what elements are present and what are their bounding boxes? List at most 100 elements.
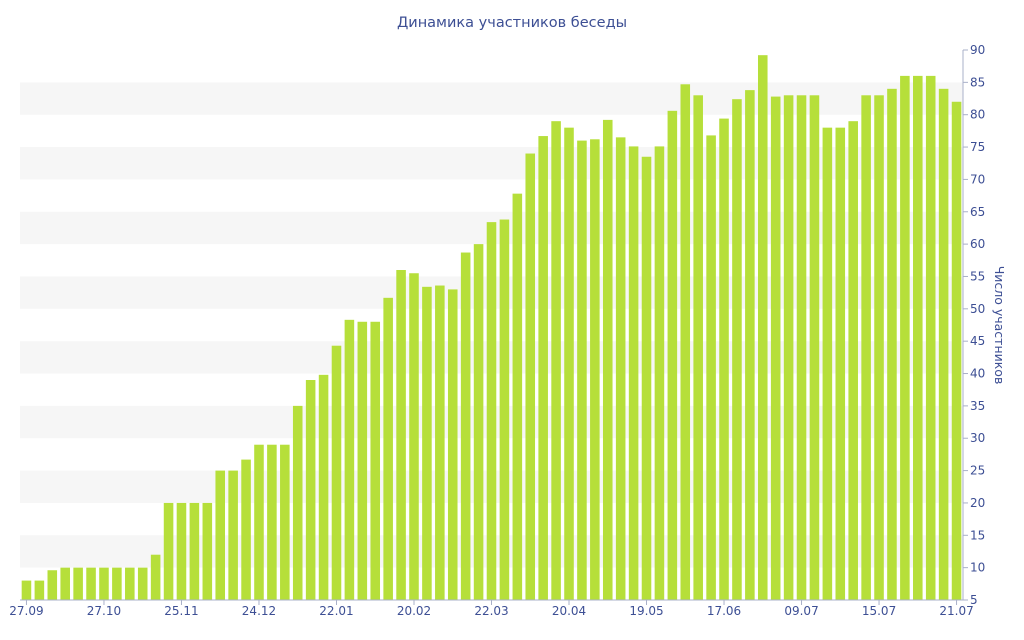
y-tick-label: 10 (970, 561, 985, 575)
x-tick-label: 17.06 (707, 604, 741, 618)
bar (783, 95, 794, 600)
bar (409, 273, 419, 600)
x-tick-label: 20.02 (397, 604, 431, 618)
bar (189, 502, 200, 600)
bar (73, 567, 83, 600)
bar (473, 244, 484, 600)
bar (590, 139, 600, 601)
x-tick-label: 27.09 (9, 604, 43, 618)
bar (486, 222, 497, 600)
y-tick-label: 40 (970, 367, 985, 381)
x-tick-label: 25.11 (164, 604, 198, 618)
bar (874, 95, 884, 600)
y-axis-label: Число участников (992, 266, 1007, 385)
x-tick-label: 22.01 (319, 604, 353, 618)
y-tick-label: 70 (970, 172, 985, 186)
y-tick-label: 15 (970, 528, 985, 542)
bar (435, 285, 445, 600)
x-tick-label: 20.04 (552, 604, 586, 618)
bar (770, 96, 781, 600)
bar (241, 459, 251, 600)
bar (99, 567, 109, 600)
bar (357, 321, 368, 600)
bar (835, 127, 846, 601)
y-tick-label: 60 (970, 237, 985, 251)
y-tick-label: 5 (970, 593, 978, 607)
y-tick-label: 25 (970, 464, 985, 478)
bar (938, 88, 949, 600)
bar (525, 153, 536, 600)
grid-band (20, 82, 963, 115)
bar (654, 146, 665, 600)
bar (305, 380, 316, 600)
bar (267, 444, 277, 600)
bar (706, 135, 716, 600)
bar (577, 140, 587, 600)
bar (796, 95, 807, 600)
bar (331, 345, 342, 600)
x-tick-label: 21.07 (939, 604, 973, 618)
x-tick-label: 09.07 (784, 604, 818, 618)
bar (60, 567, 70, 600)
bar (512, 193, 523, 600)
bar (460, 252, 471, 600)
bar (913, 75, 923, 600)
bar (745, 90, 755, 601)
bar (641, 156, 652, 600)
bar (112, 567, 122, 600)
y-tick-label: 90 (970, 43, 985, 57)
bar (396, 270, 406, 600)
bar (951, 101, 962, 600)
bar (447, 289, 458, 600)
x-tick-label: 15.07 (862, 604, 896, 618)
chart-title: Динамика участников беседы (397, 15, 627, 31)
bar (422, 286, 432, 600)
y-tick-label: 75 (970, 140, 985, 154)
bar (150, 554, 161, 600)
y-tick-label: 30 (970, 431, 985, 445)
bar (280, 444, 290, 600)
y-tick-label: 55 (970, 269, 985, 283)
bar (383, 297, 393, 600)
bar (176, 502, 187, 600)
bar (21, 580, 32, 600)
bar (228, 470, 238, 600)
y-tick-label: 45 (970, 334, 985, 348)
y-tick-label: 35 (970, 399, 985, 413)
bar (693, 95, 703, 600)
bar (318, 374, 329, 600)
bar (628, 146, 639, 600)
bar (137, 567, 148, 600)
bar (344, 319, 355, 600)
bar (822, 127, 833, 601)
bar (47, 570, 58, 600)
y-axis: 5 10 15 20 25 30 35 40 45 50 55 60 65 70 75 80 85 90 (962, 43, 985, 607)
bar (861, 95, 871, 600)
bar (602, 119, 613, 600)
bar (680, 84, 691, 601)
bar (757, 55, 768, 601)
bar (551, 121, 561, 601)
bar (538, 136, 548, 600)
y-tick-label: 20 (970, 496, 985, 510)
bar (215, 470, 226, 600)
bar (667, 110, 678, 600)
bar (809, 95, 820, 600)
y-tick-label: 65 (970, 205, 985, 219)
bar (34, 580, 45, 600)
bar (732, 99, 742, 601)
x-tick-label: 22.03 (474, 604, 508, 618)
bar (86, 567, 96, 600)
bar (848, 121, 858, 601)
bar (887, 88, 897, 600)
x-tick-label: 19.05 (629, 604, 663, 618)
bar (564, 127, 574, 601)
bar (370, 321, 381, 600)
bar (615, 137, 626, 600)
y-tick-label: 85 (970, 75, 985, 89)
bar (499, 219, 510, 600)
bar (719, 118, 729, 600)
bar (254, 444, 264, 600)
